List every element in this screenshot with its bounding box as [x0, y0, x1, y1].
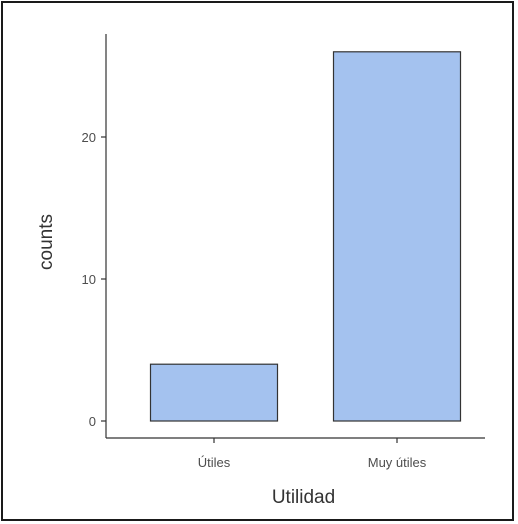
y-axis-title: counts: [36, 214, 57, 270]
y-axis-ticks: 0 10 20: [82, 130, 106, 429]
y-tick-label: 0: [89, 414, 96, 429]
x-axis-title: Utilidad: [272, 487, 335, 508]
x-tick-label: Útiles: [198, 455, 231, 470]
x-tick-label: Muy útiles: [368, 455, 427, 470]
bars-group: [151, 52, 461, 421]
bar-2: [334, 52, 461, 421]
bar-1: [151, 364, 278, 421]
x-axis-ticks: Útiles Muy útiles: [198, 438, 427, 470]
y-tick-label: 10: [82, 272, 96, 287]
y-tick-label: 20: [82, 130, 96, 145]
